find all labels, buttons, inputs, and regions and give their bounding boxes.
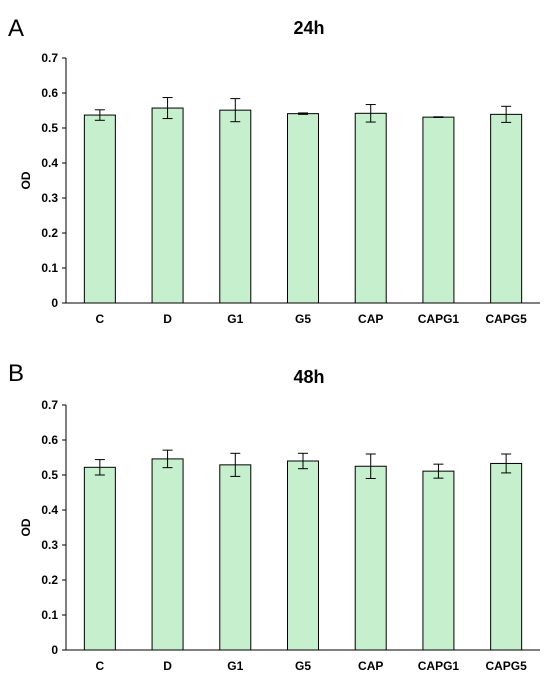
y-tick-label: 0.1 <box>41 608 58 622</box>
y-axis-label: OD <box>19 171 33 189</box>
bar-d <box>151 107 184 304</box>
panel-label: B <box>8 360 24 387</box>
y-tick-label: 0.4 <box>41 503 58 517</box>
x-tick-label: D <box>163 312 172 326</box>
bar-cap <box>354 465 387 651</box>
y-tick-label: 0 <box>51 296 58 310</box>
y-tick-label: 0.5 <box>41 468 58 482</box>
y-tick-label: 0.1 <box>41 261 58 275</box>
bar-g1 <box>219 464 252 651</box>
y-tick-label: 0.2 <box>41 573 58 587</box>
bar-g5 <box>287 113 319 304</box>
bar-capg5 <box>490 462 523 651</box>
x-tick-label: CAPG5 <box>485 312 527 326</box>
x-tick-label: C <box>96 659 105 673</box>
bar-g5 <box>287 460 319 651</box>
x-tick-label: G1 <box>227 659 243 673</box>
bar-g1 <box>219 109 252 304</box>
y-tick-label: 0.6 <box>41 86 58 100</box>
y-tick-label: 0.4 <box>41 156 58 170</box>
y-axis-label: OD <box>19 518 33 536</box>
x-tick-label: CAPG1 <box>418 659 460 673</box>
y-tick-label: 0.3 <box>41 191 58 205</box>
panel-label: A <box>8 15 24 42</box>
bar-cap <box>354 112 387 304</box>
chart-title: 48h <box>293 367 324 387</box>
chart-title: 24h <box>293 18 324 38</box>
y-tick-label: 0.2 <box>41 226 58 240</box>
chart-panel-a: A 24h OD 0 0.1 0.2 0.3 0.4 0.5 0.6 0.7 C D G1 G5 CAP CAP… <box>8 15 540 326</box>
bar-capg1 <box>422 116 455 304</box>
x-tick-label: CAP <box>358 312 383 326</box>
x-tick-label: G1 <box>227 312 243 326</box>
y-tick-label: 0.3 <box>41 538 58 552</box>
y-tick-label: 0.7 <box>41 51 58 65</box>
bar-capg1 <box>422 470 455 651</box>
chart-panel-b: B 48h OD 0 0.1 0.2 0.3 0.4 0.5 0.6 0.7 C D G1 G5 CAP CAP… <box>8 360 540 673</box>
y-tick-label: 0.5 <box>41 121 58 135</box>
x-tick-label: CAPG1 <box>418 312 460 326</box>
x-tick-label: CAP <box>358 659 383 673</box>
bar-d <box>151 458 184 651</box>
x-tick-label: CAPG5 <box>485 659 527 673</box>
x-tick-label: C <box>96 312 105 326</box>
x-tick-label: G5 <box>295 312 311 326</box>
bar-c <box>83 114 116 304</box>
x-tick-label: G5 <box>295 659 311 673</box>
bar-c <box>83 466 116 651</box>
y-tick-label: 0.7 <box>41 398 58 412</box>
bar-capg5 <box>490 113 523 304</box>
x-tick-label: D <box>163 659 172 673</box>
y-tick-label: 0 <box>51 643 58 657</box>
y-tick-label: 0.6 <box>41 433 58 447</box>
